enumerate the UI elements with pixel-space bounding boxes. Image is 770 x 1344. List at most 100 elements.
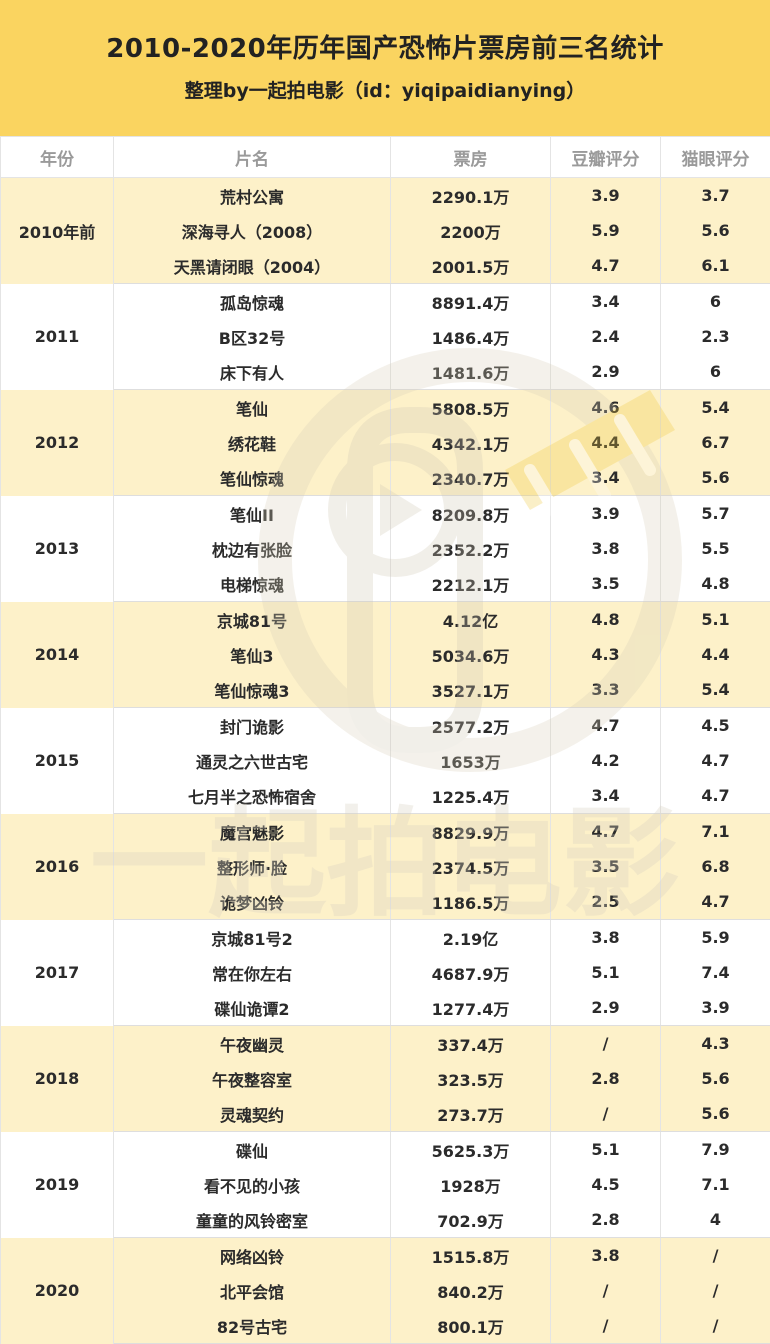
box-office-cell: 1277.4万 [391,990,551,1026]
box-office-cell: 2374.5万 [391,849,551,884]
box-office-cell: 8891.4万 [391,284,551,320]
box-office-cell: 1653万 [391,743,551,778]
douban-score-cell: 2.5 [551,884,661,920]
maoyan-score-cell: 4.7 [661,884,770,920]
maoyan-score-cell: / [661,1273,770,1308]
column-header-year: 年份 [1,137,114,178]
douban-score-cell: 3.5 [551,566,661,602]
maoyan-score-cell: 4.4 [661,637,770,672]
column-header-box-office: 票房 [391,137,551,178]
douban-score-cell: 3.5 [551,849,661,884]
year-cell: 2017 [1,920,114,1026]
film-title-cell: 笔仙惊魂3 [114,672,391,708]
douban-score-cell: 3.3 [551,672,661,708]
maoyan-score-cell: 4.3 [661,1026,770,1062]
douban-score-cell: 4.8 [551,602,661,638]
maoyan-score-cell: 6.8 [661,849,770,884]
film-title-cell: 碟仙诡谭2 [114,990,391,1026]
douban-score-cell: 5.1 [551,1132,661,1168]
year-cell: 2015 [1,708,114,814]
maoyan-score-cell: 5.6 [661,213,770,248]
box-office-cell: 8209.8万 [391,496,551,532]
film-title-cell: 笔仙惊魂 [114,460,391,496]
table-header-row: 年份 片名 票房 豆瓣评分 猫眼评分 [1,137,770,178]
maoyan-score-cell: 7.1 [661,814,770,850]
year-cell: 2012 [1,390,114,496]
year-cell: 2020 [1,1238,114,1344]
film-title-cell: 枕边有张脸 [114,531,391,566]
douban-score-cell: 3.8 [551,531,661,566]
maoyan-score-cell: 4.7 [661,743,770,778]
maoyan-score-cell: 4 [661,1202,770,1238]
page-title: 2010-2020年历年国产恐怖片票房前三名统计 [0,28,770,65]
douban-score-cell: 4.5 [551,1167,661,1202]
film-title-cell: 七月半之恐怖宿舍 [114,778,391,814]
film-title-cell: 碟仙 [114,1132,391,1168]
douban-score-cell: / [551,1096,661,1132]
box-office-cell: 2001.5万 [391,248,551,284]
box-office-cell: 4.12亿 [391,602,551,638]
douban-score-cell: 2.9 [551,354,661,390]
douban-score-cell: 3.4 [551,284,661,320]
maoyan-score-cell: 6 [661,354,770,390]
year-cell: 2010年前 [1,178,114,284]
douban-score-cell: 4.7 [551,248,661,284]
douban-score-cell: 4.6 [551,390,661,426]
box-office-cell: 1225.4万 [391,778,551,814]
box-office-cell: 2200万 [391,213,551,248]
douban-score-cell: 4.4 [551,425,661,460]
film-title-cell: 笔仙II [114,496,391,532]
douban-score-cell: 3.8 [551,1238,661,1274]
maoyan-score-cell: 4.8 [661,566,770,602]
film-title-cell: 整形师·脸 [114,849,391,884]
box-office-cell: 5808.5万 [391,390,551,426]
maoyan-score-cell: 5.6 [661,1061,770,1096]
douban-score-cell: / [551,1273,661,1308]
header-banner: 2010-2020年历年国产恐怖片票房前三名统计 整理by一起拍电影（id：yi… [0,0,770,136]
douban-score-cell: 2.8 [551,1061,661,1096]
douban-score-cell: 5.1 [551,955,661,990]
film-title-cell: 诡梦凶铃 [114,884,391,920]
film-title-cell: 绣花鞋 [114,425,391,460]
maoyan-score-cell: 5.1 [661,602,770,638]
box-office-cell: 1481.6万 [391,354,551,390]
film-title-cell: 孤岛惊魂 [114,284,391,320]
film-title-cell: 笔仙 [114,390,391,426]
film-title-cell: 笔仙3 [114,637,391,672]
maoyan-score-cell: 5.4 [661,672,770,708]
box-office-cell: 800.1万 [391,1308,551,1344]
box-office-cell: 2290.1万 [391,178,551,214]
douban-score-cell: / [551,1308,661,1344]
film-title-cell: 荒村公寓 [114,178,391,214]
box-office-cell: 2340.7万 [391,460,551,496]
douban-score-cell: 2.8 [551,1202,661,1238]
maoyan-score-cell: 5.5 [661,531,770,566]
maoyan-score-cell: 5.6 [661,1096,770,1132]
maoyan-score-cell: 5.9 [661,920,770,956]
page-subtitle: 整理by一起拍电影（id：yiqipaidianying） [0,76,770,103]
maoyan-score-cell: 6.7 [661,425,770,460]
film-title-cell: 京城81号 [114,602,391,638]
film-title-cell: 封门诡影 [114,708,391,744]
maoyan-score-cell: 4.7 [661,778,770,814]
film-title-cell: 常在你左右 [114,955,391,990]
year-cell: 2019 [1,1132,114,1238]
